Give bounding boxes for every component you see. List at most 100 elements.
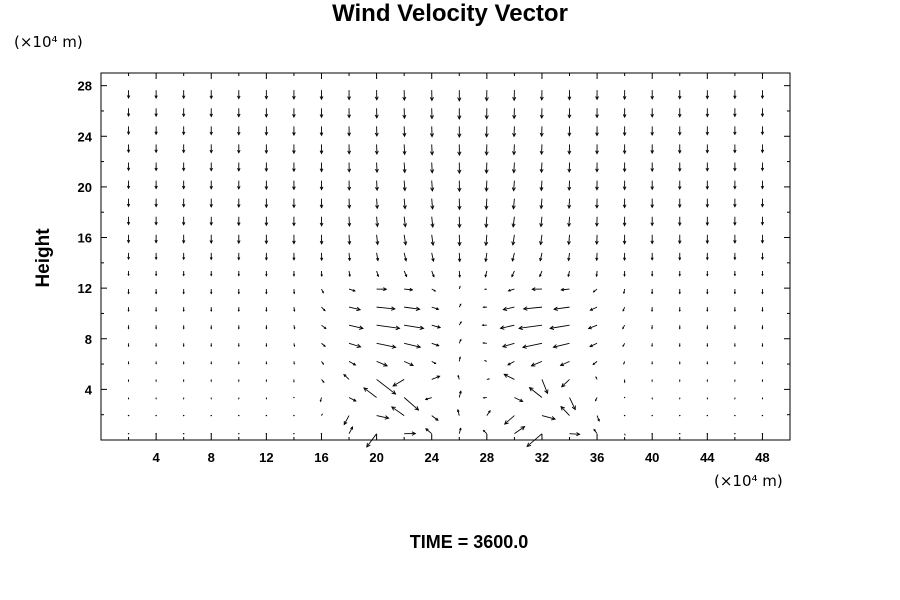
wind-vector	[484, 288, 487, 290]
wind-vector	[458, 390, 462, 398]
wind-vector	[623, 361, 626, 365]
y-tick-label: 4	[85, 382, 93, 397]
wind-vector	[511, 198, 516, 210]
wind-vector	[264, 216, 269, 227]
x-tick-label: 36	[590, 450, 604, 465]
wind-vector	[376, 287, 388, 292]
wind-vector	[126, 162, 131, 172]
x-tick-label: 4	[153, 450, 161, 465]
wind-vector	[592, 288, 598, 293]
wind-vector	[321, 324, 327, 330]
wind-vector	[511, 234, 516, 246]
wind-vector	[679, 414, 681, 417]
wind-vector	[321, 379, 325, 383]
wind-vector	[210, 379, 212, 383]
wind-vector	[651, 414, 653, 417]
wind-vector	[705, 234, 710, 245]
wind-vector	[760, 90, 765, 100]
wind-vector	[594, 234, 599, 245]
wind-vector	[650, 234, 654, 245]
wind-vector	[511, 270, 515, 278]
wind-vector	[706, 270, 709, 277]
wind-vector	[209, 108, 213, 118]
wind-vector	[430, 162, 435, 174]
wind-vector	[650, 90, 654, 100]
wind-vector	[292, 162, 296, 173]
wind-vector	[182, 432, 185, 435]
wind-vector	[678, 343, 681, 348]
wind-vector	[512, 108, 517, 120]
wind-vector	[403, 270, 408, 278]
wind-vector	[210, 289, 213, 295]
wind-vector	[210, 270, 213, 277]
wind-vector	[678, 270, 681, 277]
wind-vector	[319, 108, 324, 119]
wind-vector	[182, 180, 186, 190]
wind-vector	[530, 360, 543, 367]
wind-vector	[651, 307, 654, 313]
wind-vector	[706, 414, 709, 417]
wind-vector	[237, 126, 241, 136]
wind-vector	[347, 162, 352, 173]
wind-vector	[348, 397, 357, 402]
wind-vector	[457, 234, 462, 247]
wind-vector	[292, 180, 296, 191]
wind-vector	[457, 108, 462, 120]
wind-vector	[595, 397, 598, 402]
wind-vector	[182, 126, 186, 136]
wind-vector	[265, 270, 268, 277]
wind-vector	[293, 432, 295, 435]
wind-vector	[348, 324, 364, 330]
wind-vector	[458, 321, 462, 326]
wind-vector	[539, 234, 543, 246]
wind-vector	[319, 397, 322, 403]
wind-vector	[429, 126, 434, 138]
wind-vector	[182, 144, 186, 154]
wind-vector	[293, 325, 296, 330]
x-unit-label: (×10⁴ m)	[714, 472, 783, 490]
wind-vector	[539, 198, 544, 210]
wind-vector	[366, 433, 377, 448]
x-tick-label: 40	[645, 450, 659, 465]
wind-vector	[531, 287, 542, 292]
wind-vector	[182, 307, 185, 313]
wind-vector	[402, 162, 407, 174]
wind-vector	[705, 216, 710, 226]
wind-vector	[761, 432, 764, 435]
wind-vector	[734, 361, 736, 365]
wind-vector	[292, 198, 296, 209]
wind-vector	[321, 288, 324, 294]
wind-vector	[210, 343, 213, 348]
wind-vector	[182, 162, 186, 172]
wind-vector	[374, 126, 379, 137]
wind-vector	[567, 198, 572, 210]
wind-vector	[127, 361, 130, 365]
wind-vector	[651, 270, 654, 277]
wind-vector	[155, 414, 157, 417]
wind-vector	[622, 162, 627, 173]
wind-vector	[155, 307, 158, 313]
wind-vector	[541, 379, 549, 395]
wind-vector	[182, 198, 186, 208]
wind-vector	[592, 361, 598, 366]
wind-vector	[457, 126, 462, 139]
y-tick-label: 24	[78, 129, 93, 144]
wind-vector	[484, 90, 489, 102]
wind-vector	[430, 198, 435, 210]
wind-vector	[595, 144, 599, 155]
wind-vector	[182, 252, 186, 261]
wind-vector	[126, 180, 131, 190]
wind-vector	[347, 216, 352, 228]
wind-vector	[209, 234, 213, 244]
wind-vector	[733, 252, 737, 261]
wind-vector	[319, 144, 324, 155]
wind-vector	[706, 343, 709, 348]
x-tick-label: 32	[535, 450, 549, 465]
wind-vector	[705, 108, 710, 118]
wind-vector	[376, 270, 380, 278]
wind-vector	[589, 306, 598, 311]
wind-vector	[320, 432, 323, 435]
wind-vector	[182, 234, 186, 244]
wind-vector	[560, 405, 570, 416]
wind-vector	[404, 431, 417, 436]
